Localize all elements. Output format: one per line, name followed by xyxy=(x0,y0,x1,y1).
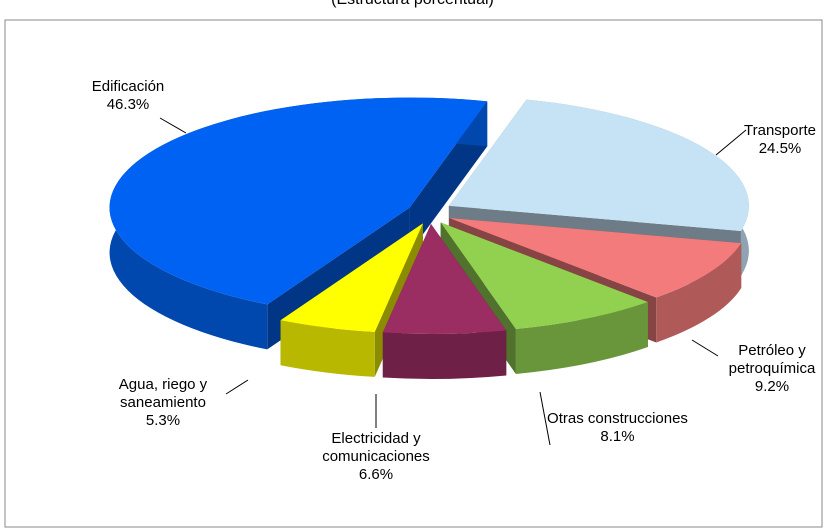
value-label: 5.3% xyxy=(145,412,181,429)
value-label: 24.5% xyxy=(758,140,802,157)
slice-top xyxy=(449,217,742,298)
chart-subtitle: (Estructura porcentual) xyxy=(0,0,825,9)
slice-wall xyxy=(515,302,648,374)
leader-line xyxy=(225,379,249,395)
data-label: Petróleo y petroquímica 9.2% xyxy=(712,342,825,396)
slice-wall xyxy=(656,243,742,343)
pie xyxy=(109,97,749,379)
slice xyxy=(382,223,507,379)
leader-line xyxy=(539,391,551,446)
category-label: Otras construcciones xyxy=(547,410,688,427)
slice-top xyxy=(440,222,648,329)
slice-wall xyxy=(382,330,507,379)
slice-wall xyxy=(280,320,375,377)
category-label: Petróleo y petroquímica xyxy=(728,342,816,377)
slice-top xyxy=(448,99,749,231)
category-label: Agua, riego y saneamiento xyxy=(118,376,208,411)
leader-lines xyxy=(159,117,747,446)
leader-line xyxy=(715,129,747,156)
slice xyxy=(440,222,648,374)
data-label: Transporte 24.5% xyxy=(730,122,825,158)
value-label: 9.2% xyxy=(754,378,790,395)
category-label: Edificación xyxy=(91,78,165,95)
data-label: Otras construcciones 8.1% xyxy=(545,410,690,446)
value-label: 46.3% xyxy=(106,96,150,113)
data-label: Edificación 46.3% xyxy=(73,78,183,114)
slice-top xyxy=(280,223,423,332)
value-label: 6.6% xyxy=(358,466,394,483)
category-label: Transporte xyxy=(744,122,816,139)
slice-top xyxy=(382,223,507,334)
chart-border xyxy=(4,19,823,528)
data-label: Agua, riego y saneamiento 5.3% xyxy=(98,376,228,430)
data-label: Electricidad y comunicaciones 6.6% xyxy=(296,430,456,484)
leader-line xyxy=(159,117,187,134)
leader-line xyxy=(691,339,719,357)
slice-top xyxy=(109,97,488,305)
category-label: Electricidad y comunicaciones xyxy=(322,430,430,465)
slice xyxy=(280,223,423,377)
value-label: 8.1% xyxy=(600,428,635,445)
